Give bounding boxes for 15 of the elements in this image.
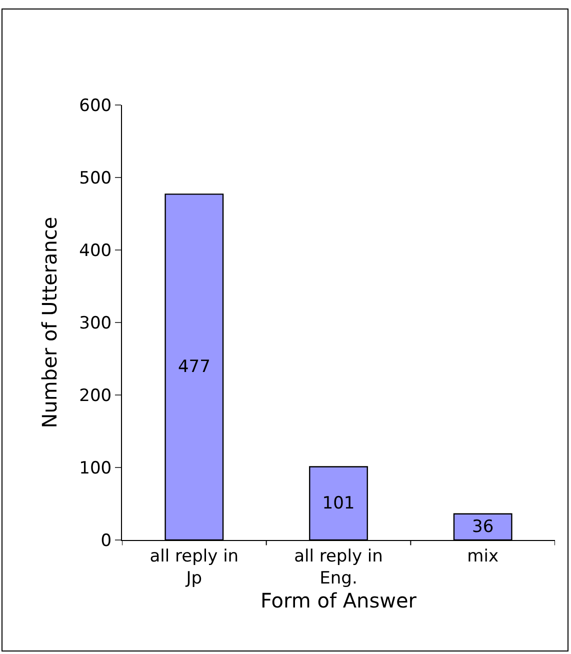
data-label: 477 (178, 357, 210, 378)
y-tick-label: 0 (100, 530, 112, 551)
y-tick-label: 100 (79, 458, 112, 478)
x-tick-label: mix (467, 546, 498, 566)
x-tick-label: all reply in Eng. (294, 546, 383, 588)
data-label: 36 (472, 516, 494, 537)
y-tick-label: 200 (79, 386, 112, 406)
y-tick-label: 500 (79, 168, 112, 188)
y-tick-label: 600 (79, 96, 112, 116)
x-tick-label: all reply in Jp (150, 546, 239, 588)
y-tick-label: 400 (79, 240, 112, 261)
x-axis-title: Form of Answer (260, 588, 418, 612)
data-label: 101 (322, 493, 355, 514)
y-tick-label: 300 (79, 313, 112, 334)
y-axis-title: Number of Utterance (38, 216, 62, 428)
